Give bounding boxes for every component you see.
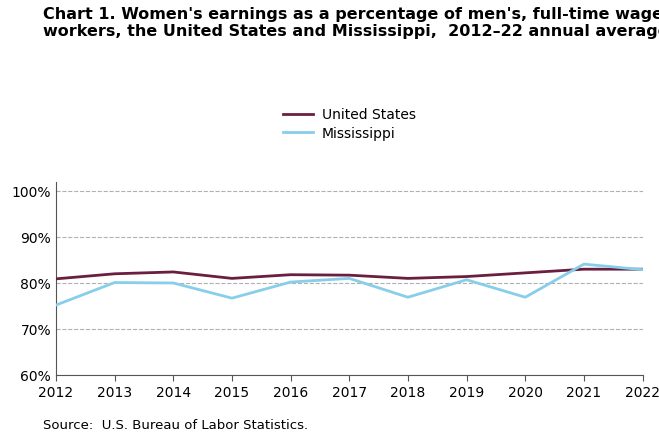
Legend: United States, Mississippi: United States, Mississippi <box>283 108 416 141</box>
Text: Chart 1. Women's earnings as a percentage of men's, full-time wage and salary
wo: Chart 1. Women's earnings as a percentag… <box>43 7 659 39</box>
Text: Source:  U.S. Bureau of Labor Statistics.: Source: U.S. Bureau of Labor Statistics. <box>43 419 308 432</box>
